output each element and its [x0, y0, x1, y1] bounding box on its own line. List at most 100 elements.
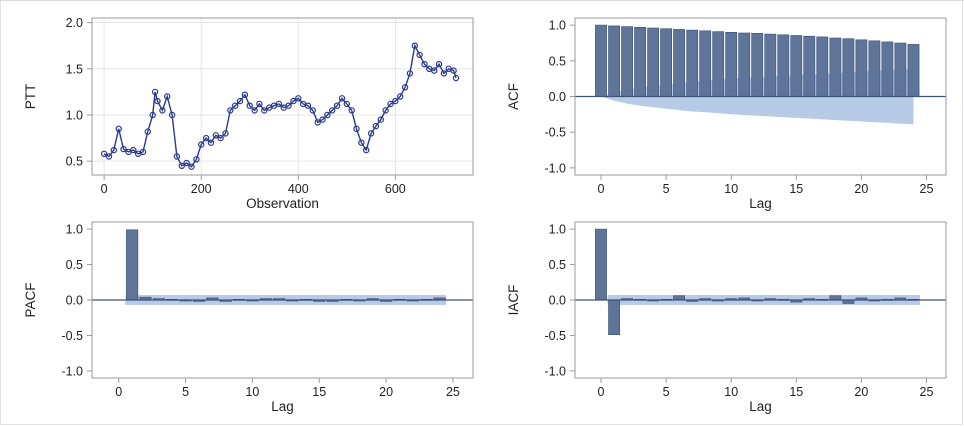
data-point: [421, 60, 428, 68]
y-tick-label: 1.0: [549, 223, 566, 237]
x-tick-label: 25: [920, 182, 934, 196]
data-point: [197, 141, 205, 148]
data-point: [178, 162, 185, 169]
x-tick-label: 15: [789, 182, 803, 196]
lag-bar: [855, 39, 868, 97]
data-point: [241, 91, 249, 98]
top-border: [0, 0, 964, 1]
x-tick-label: 15: [312, 385, 326, 399]
x-axis-label: Lag: [749, 196, 772, 211]
data-point: [144, 128, 151, 135]
data-point: [139, 148, 147, 156]
data-point: [285, 102, 292, 109]
data-point: [416, 51, 423, 59]
data-point: [295, 95, 302, 102]
data-point: [130, 146, 137, 154]
data-point: [193, 156, 200, 163]
data-point: [377, 116, 384, 123]
y-tick-label: 1.0: [66, 108, 83, 122]
lag-bar: [647, 27, 659, 97]
y-axis-label: PACF: [23, 282, 38, 317]
data-point: [309, 107, 316, 114]
lag-bar: [829, 37, 842, 97]
x-axis-label: Lag: [749, 399, 772, 414]
data-point: [343, 100, 350, 108]
lag-bar: [777, 34, 790, 97]
data-point: [450, 67, 457, 74]
lag-bar: [790, 35, 803, 97]
y-tick-label: 0.0: [66, 294, 83, 308]
x-tick-label: 15: [789, 385, 803, 399]
x-tick-label: 10: [724, 182, 738, 196]
data-point: [227, 107, 234, 114]
lag-bar: [686, 29, 699, 97]
y-tick-label: 1.0: [549, 19, 566, 33]
y-tick-label: -0.5: [544, 126, 566, 140]
data-point: [338, 95, 346, 102]
lag-bar: [621, 26, 633, 97]
data-point: [401, 84, 409, 91]
data-point: [329, 107, 336, 114]
y-axis-label: PTT: [23, 84, 38, 110]
data-point: [392, 97, 399, 105]
lag-bar: [803, 35, 816, 97]
plot-area-frame: [91, 17, 474, 176]
lag-bar: [699, 30, 712, 97]
data-point: [231, 102, 239, 109]
data-point: [246, 102, 253, 109]
data-point: [406, 70, 414, 77]
acf-panel: 0 5 10 15 20 25 -1.0 -0.5 0.0 0.5 1.0 Lag ACF: [506, 17, 947, 211]
data-point: [110, 146, 118, 154]
data-point: [188, 163, 195, 170]
x-tick-label: 5: [663, 385, 670, 399]
x-axis-label: Observation: [246, 196, 319, 211]
data-point: [363, 146, 370, 154]
lag-bar: [673, 29, 685, 97]
data-point: [168, 111, 176, 119]
y-tick-label: 0.5: [66, 258, 83, 272]
x-axis-label: Lag: [271, 399, 294, 414]
data-point: [348, 107, 355, 114]
data-point: [212, 132, 219, 139]
data-point: [217, 134, 224, 142]
y-tick-label: 0.5: [549, 54, 566, 68]
y-tick-label: 0.5: [66, 155, 83, 169]
y-tick-label: -1.0: [544, 364, 566, 378]
lag-bar: [725, 31, 738, 97]
data-point: [207, 139, 215, 146]
y-tick-label: -1.0: [61, 364, 83, 378]
y-tick-label: 0.5: [549, 258, 566, 272]
x-tick-label: 25: [446, 385, 460, 399]
x-tick-label: 10: [245, 385, 259, 399]
x-tick-label: 25: [920, 385, 934, 399]
x-tick-label: 20: [854, 182, 868, 196]
data-point: [222, 130, 229, 137]
data-point: [435, 60, 443, 68]
data-point: [397, 93, 404, 100]
data-point: [202, 134, 210, 142]
data-point: [387, 100, 394, 108]
lag-bar: [660, 28, 672, 97]
data-point: [149, 111, 156, 119]
y-axis-label: IACF: [506, 285, 521, 316]
x-tick-label: 0: [115, 385, 122, 399]
data-point: [183, 159, 190, 167]
data-point: [319, 116, 326, 123]
data-point: [358, 139, 365, 146]
lag-bar: [816, 36, 829, 97]
x-tick-label: 10: [724, 385, 738, 399]
y-tick-label: 1.5: [66, 62, 83, 76]
data-point: [105, 153, 113, 160]
data-point: [120, 145, 127, 153]
data-point: [159, 107, 166, 114]
x-tick-label: 0: [598, 385, 605, 399]
x-tick-label: 20: [854, 385, 868, 399]
x-tick-label: 200: [191, 182, 212, 196]
x-tick-label: 0: [598, 182, 605, 196]
data-point: [324, 111, 331, 119]
lag-bar: [608, 299, 620, 336]
data-point: [314, 119, 321, 126]
y-tick-label: 1.0: [66, 223, 83, 237]
data-point: [151, 88, 159, 96]
lag-bar: [894, 42, 907, 97]
